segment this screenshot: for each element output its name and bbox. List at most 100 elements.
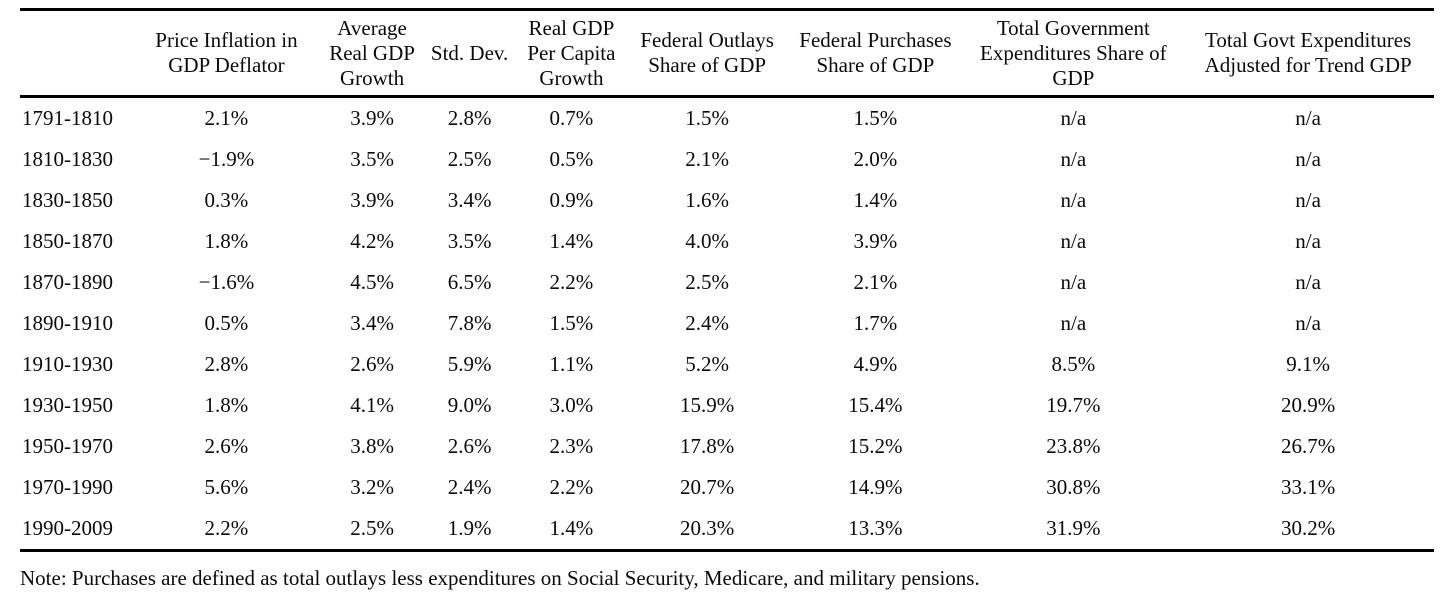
cell-value: 13.3% [786,508,965,552]
cell-value: 1.8% [204,229,249,253]
table-note: Note: Purchases are defined as total out… [20,566,980,590]
cell-value: 30.8% [1046,475,1101,499]
table-row: 1990-2009 2.2% 2.5% 1.9% 1.4% 20.3% 13.3% 31.9%… [20,508,1434,552]
cell-value: 2.8% [447,106,492,130]
cell-value: 15.2% [848,434,903,458]
cell-value: 2.6% [350,352,394,376]
cell-value: 3.9% [350,106,394,130]
cell-value: 2.2% [133,508,320,552]
cell-value: 2.3% [549,434,594,458]
cell-value: 2.2% [549,475,594,499]
cell-value: 2.4% [447,475,492,499]
row-period-label: 1910-1930 [22,352,113,376]
cell-value: 9.1% [1286,352,1330,376]
table-row: 1910-1930 2.8% 2.6% 5.9% 1.1% 5.2% 4.9% 8.5% 9.1… [20,344,1434,385]
cell-value: 19.7% [1046,393,1101,417]
cell-value: 30.2% [1182,508,1434,552]
cell-value: 15.4% [848,393,903,417]
cell-value: n/a [1060,270,1087,294]
table-row: 1810-1830 −1.9% 3.5% 2.5% 0.5% 2.1% 2.0% n/a n/a [20,139,1434,180]
cell-value: n/a [1060,106,1087,130]
row-period-label: 1870-1890 [22,270,113,294]
cell-value: 4.5% [350,270,394,294]
cell-value: 20.3% [627,508,787,552]
cell-value: 15.9% [680,393,735,417]
column-header-std-dev: Std. Dev. [424,8,515,98]
cell-value: 20.7% [680,475,735,499]
row-period-label: 1810-1830 [22,147,113,171]
cell-value: 2.5% [319,508,425,552]
cell-value: 1.9% [424,508,515,552]
cell-value: 2.6% [447,434,492,458]
cell-value: n/a [1295,106,1321,130]
cell-value: 3.4% [447,188,492,212]
row-period-label: 1890-1910 [22,311,113,335]
cell-value: 3.9% [350,188,394,212]
column-header-price-inflation: Price Inflation in GDP Deflator [133,8,320,98]
cell-value: 1.4% [514,508,628,552]
cell-value: 2.8% [204,352,249,376]
cell-value: 3.2% [350,475,394,499]
cell-value: 3.5% [350,147,394,171]
table-body: 1791-1810 2.1% 3.9% 2.8% 0.7% 1.5% 1.5% n/a n/a 1… [20,97,1434,552]
cell-value: 2.1% [204,106,249,130]
cell-value: 23.8% [1046,434,1101,458]
cell-value: 1.4% [853,188,898,212]
cell-value: 9.0% [447,393,492,417]
cell-value: 0.5% [549,147,594,171]
table-row: 1870-1890 −1.6% 4.5% 6.5% 2.2% 2.5% 2.1% n/a n/a [20,262,1434,303]
cell-value: 2.0% [853,147,898,171]
cell-value: 1.1% [549,352,594,376]
cell-value: 31.9% [964,508,1183,552]
cell-value: 1.7% [853,311,898,335]
column-header-federal-outlays-share: Federal Outlays Share of GDP [627,8,787,98]
column-header-period [20,8,134,98]
cell-value: 4.0% [685,229,730,253]
column-header-real-gdp-per-capita-growth: Real GDP Per Capita Growth [514,8,628,98]
historical-gdp-table: Price Inflation in GDP Deflator Average … [20,8,1434,552]
cell-value: n/a [1060,229,1087,253]
cell-value: 3.0% [549,393,594,417]
cell-value: 8.5% [1051,352,1096,376]
cell-value: 6.5% [447,270,492,294]
cell-value: 20.9% [1280,393,1336,417]
row-period-label: 1930-1950 [22,393,113,417]
cell-value: −1.9% [198,147,255,171]
cell-value: 2.6% [204,434,249,458]
row-period-label: 1990-2009 [20,508,134,552]
row-period-label: 1791-1810 [22,106,113,130]
table-header-row: Price Inflation in GDP Deflator Average … [20,8,1434,98]
cell-value: 2.5% [685,270,730,294]
table-row: 1791-1810 2.1% 3.9% 2.8% 0.7% 1.5% 1.5% n/a n/a [20,97,1434,140]
column-header-total-govt-expenditures-adjusted: Total Govt Expenditures Adjusted for Tre… [1182,8,1434,98]
cell-value: n/a [1295,229,1321,253]
cell-value: 3.5% [447,229,492,253]
cell-value: n/a [1295,311,1321,335]
cell-value: 2.5% [447,147,492,171]
cell-value: 7.8% [447,311,492,335]
cell-value: 0.3% [204,188,249,212]
column-header-avg-real-gdp-growth: Average Real GDP Growth [319,8,425,98]
cell-value: 1.8% [204,393,249,417]
cell-value: n/a [1060,311,1087,335]
row-period-label: 1830-1850 [22,188,113,212]
cell-value: 2.2% [549,270,594,294]
cell-value: 0.5% [204,311,249,335]
column-header-federal-purchases-share: Federal Purchases Share of GDP [786,8,965,98]
cell-value: −1.6% [198,270,255,294]
cell-value: 1.4% [549,229,594,253]
row-period-label: 1970-1990 [22,475,113,499]
cell-value: 1.6% [685,188,730,212]
cell-value: n/a [1295,188,1321,212]
row-period-label: 1950-1970 [22,434,113,458]
row-period-label: 1850-1870 [22,229,113,253]
cell-value: 3.8% [350,434,394,458]
cell-value: 5.9% [447,352,492,376]
table-row: 1890-1910 0.5% 3.4% 7.8% 1.5% 2.4% 1.7% n/a n/a [20,303,1434,344]
cell-value: 2.4% [685,311,730,335]
table-row: 1950-1970 2.6% 3.8% 2.6% 2.3% 17.8% 15.2% 23.8%… [20,426,1434,467]
cell-value: 2.1% [685,147,730,171]
cell-value: 5.2% [685,352,730,376]
cell-value: 5.6% [204,475,249,499]
